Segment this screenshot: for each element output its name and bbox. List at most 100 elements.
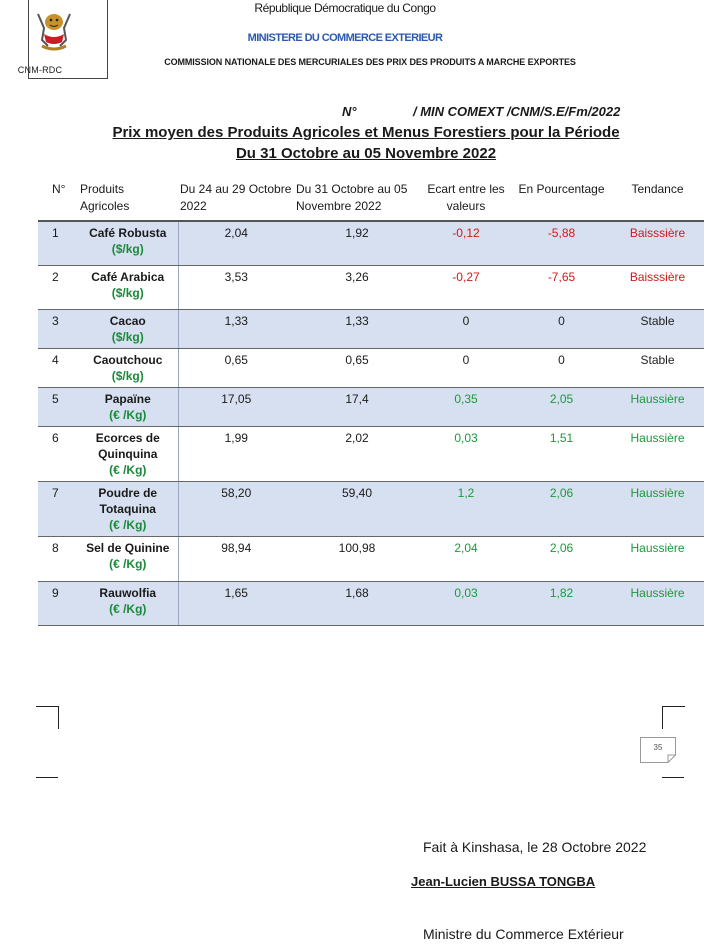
reference-code: / MIN COMEXT /CNM/S.E/Fm/2022 [413,104,621,119]
cell-trend: Baisssière [611,220,704,266]
product-name: Café Robusta [89,226,167,240]
cell-difference: 0,35 [420,386,512,427]
cell-num: 8 [38,535,78,582]
page-number-note: 35 [640,737,676,763]
cell-trend: Stable [611,347,704,388]
signatory-name: Jean-Lucien BUSSA TONGBA [411,874,596,889]
cell-difference: -0,27 [420,264,512,310]
table-header-row: N° Produits Agricoles Du 24 au 29 Octobr… [38,176,704,221]
product-name: Rauwolfia [99,585,157,600]
cell-prev-value: 1,33 [178,308,294,349]
cell-prev-value: 3,53 [178,264,294,310]
product-unit: ($/kg) [111,242,144,256]
signatory-role: Ministre du Commerce Extérieur [423,926,624,942]
cell-trend: Haussière [611,480,704,537]
cell-curr-value: 1,33 [294,308,420,349]
page-number: 35 [654,743,663,752]
table-row: 2 Café Arabica ($/kg) 3,53 3,26 -0,27 -7,65 Bai… [38,264,704,310]
product-unit: ($/kg) [111,285,144,300]
cell-num: 7 [38,480,78,537]
product-name: Café Arabica [91,269,165,284]
table-row: 1 Café Robusta ($/kg) 2,04 1,92 -0,12 -5,88 Bai… [38,220,704,266]
cell-difference: -0,12 [420,220,512,266]
cell-difference: 0 [420,347,512,388]
cell-percentage: 1,82 [512,580,611,626]
cell-product: Sel de Quinine (€ /Kg) [78,535,179,582]
cell-prev-value: 17,05 [178,386,294,427]
cell-prev-value: 98,94 [178,535,294,582]
cell-trend: Haussière [611,580,704,626]
logo-box [28,0,108,79]
cell-curr-value: 17,4 [294,386,420,427]
cell-num: 1 [38,220,78,266]
header-difference: Ecart entre les valeurs [427,182,505,213]
table-row: 4 Caoutchouc ($/kg) 0,65 0,65 0 0 Stable [38,347,704,388]
cell-num: 2 [38,264,78,310]
cell-prev-value: 2,04 [178,220,294,266]
cell-product: Caoutchouc ($/kg) [78,347,179,388]
cell-percentage: 2,05 [512,386,611,427]
cell-percentage: -7,65 [512,264,611,310]
table-row: 9 Rauwolfia (€ /Kg) 1,65 1,68 0,03 1,82 Haussiè… [38,580,704,626]
crop-line-bottom-left [36,777,58,778]
cell-product: Cacao ($/kg) [78,308,179,349]
cell-trend: Haussière [611,535,704,582]
crop-mark-top-right [662,706,685,729]
product-unit: (€ /Kg) [109,407,147,422]
table-row: 3 Cacao ($/kg) 1,33 1,33 0 0 Stable [38,308,704,349]
document-title: Prix moyen des Produits Agricoles et Men… [112,124,620,141]
cell-percentage: 0 [512,308,611,349]
table-row: 7 Poudre de Totaquina (€ /Kg) 58,20 59,40 1,2… [38,480,704,537]
header-product: Produits Agricoles [80,182,130,213]
republic-title: République Démocratique du Congo [254,1,436,15]
cell-num: 3 [38,308,78,349]
cell-trend: Stable [611,308,704,349]
product-unit: (€ /Kg) [109,556,147,571]
cell-prev-value: 0,65 [178,347,294,388]
product-unit: (€ /Kg) [109,601,147,616]
cell-product: Café Arabica ($/kg) [78,264,179,310]
product-name: Poudre de Totaquina [98,485,158,516]
cell-curr-value: 3,26 [294,264,420,310]
table-row: 5 Papaïne (€ /Kg) 17,05 17,4 0,35 2,05 Haussièr… [38,386,704,427]
cell-product: Rauwolfia (€ /Kg) [78,580,179,626]
cell-product: Poudre de Totaquina (€ /Kg) [78,480,179,537]
cell-curr-value: 1,92 [294,220,420,266]
product-unit: ($/kg) [111,329,144,344]
cell-product: Papaïne (€ /Kg) [78,386,179,427]
cell-curr-value: 59,40 [294,480,420,537]
cell-product: Café Robusta ($/kg) [78,220,179,266]
product-unit: (€ /Kg) [109,462,147,477]
commission-title: COMMISSION NATIONALE DES MERCURIALES DES… [164,57,576,67]
cell-percentage: 0 [512,347,611,388]
coat-of-arms-icon [30,6,78,54]
cell-num: 9 [38,580,78,626]
header-trend: Tendance [631,182,684,196]
table-body: 1 Café Robusta ($/kg) 2,04 1,92 -0,12 -5,88 Bai… [38,220,704,626]
cell-percentage: 2,06 [512,535,611,582]
place-date: Fait à Kinshasa, le 28 Octobre 2022 [423,839,647,855]
cell-trend: Haussière [611,386,704,427]
product-unit: (€ /Kg) [109,517,147,532]
price-table: N° Produits Agricoles Du 24 au 29 Octobr… [38,176,704,626]
cell-curr-value: 2,02 [294,425,420,482]
cell-difference: 0,03 [420,580,512,626]
cell-curr-value: 100,98 [294,535,420,582]
product-name: Sel de Quinine [86,540,170,555]
table-row: 6 Ecorces de Quinquina (€ /Kg) 1,99 2,02 0,03… [38,425,704,482]
ministry-title: MINISTERE DU COMMERCE EXTERIEUR [247,32,443,44]
cell-percentage: -5,88 [512,220,611,266]
cell-trend: Haussière [611,425,704,482]
cell-difference: 0,03 [420,425,512,482]
cell-prev-value: 1,65 [178,580,294,626]
header-num: N° [52,182,66,196]
cell-percentage: 1,51 [512,425,611,482]
cell-prev-value: 1,99 [178,425,294,482]
header-curr-period: Du 31 Octobre au 05 Novembre 2022 [296,182,408,213]
cell-difference: 0 [420,308,512,349]
header-prev-period: Du 24 au 29 Octobre 2022 [180,182,292,213]
cell-num: 4 [38,347,78,388]
cell-difference: 1,2 [420,480,512,537]
cell-difference: 2,04 [420,535,512,582]
product-name: Ecorces de Quinquina [95,430,160,461]
